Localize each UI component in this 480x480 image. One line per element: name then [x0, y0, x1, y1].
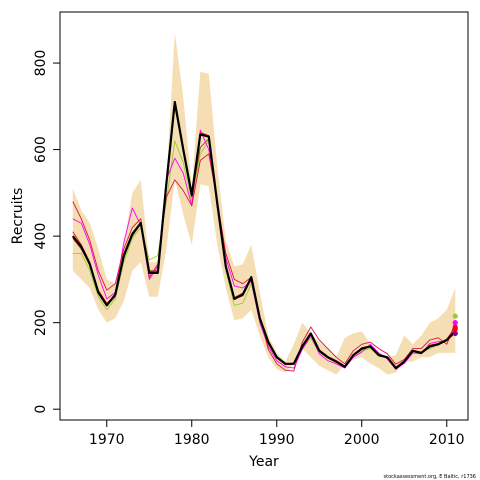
end-point-0	[452, 313, 458, 319]
y-axis-title: Recruits	[10, 188, 26, 245]
y-tick-label: 400	[33, 223, 49, 250]
band-area	[72, 32, 456, 375]
credit-text: stockassessment.org, E Baltic, r1736	[384, 474, 476, 480]
y-tick-label: 600	[33, 136, 49, 163]
series-line-0	[71, 100, 457, 370]
end-point-1	[452, 320, 458, 326]
y-tick-label: 800	[33, 50, 49, 77]
confidence-band	[72, 32, 456, 375]
x-tick-label: 1980	[174, 432, 210, 448]
x-tick-label: 2000	[344, 432, 380, 448]
series-lines	[71, 100, 457, 372]
x-tick-label: 1970	[89, 432, 125, 448]
x-axis: 1970 1980 1990 2000 2010	[89, 419, 465, 448]
x-tick-label: 2010	[429, 432, 465, 448]
end-points	[452, 313, 458, 337]
x-axis-title: Year	[248, 454, 279, 470]
y-tick-label: 200	[33, 309, 49, 336]
end-point-3	[452, 326, 458, 332]
x-tick-label: 1990	[259, 432, 295, 448]
y-axis: 0 200 400 600 800	[33, 50, 61, 414]
y-tick-label: 0	[33, 405, 49, 414]
end-point-4	[452, 330, 458, 337]
